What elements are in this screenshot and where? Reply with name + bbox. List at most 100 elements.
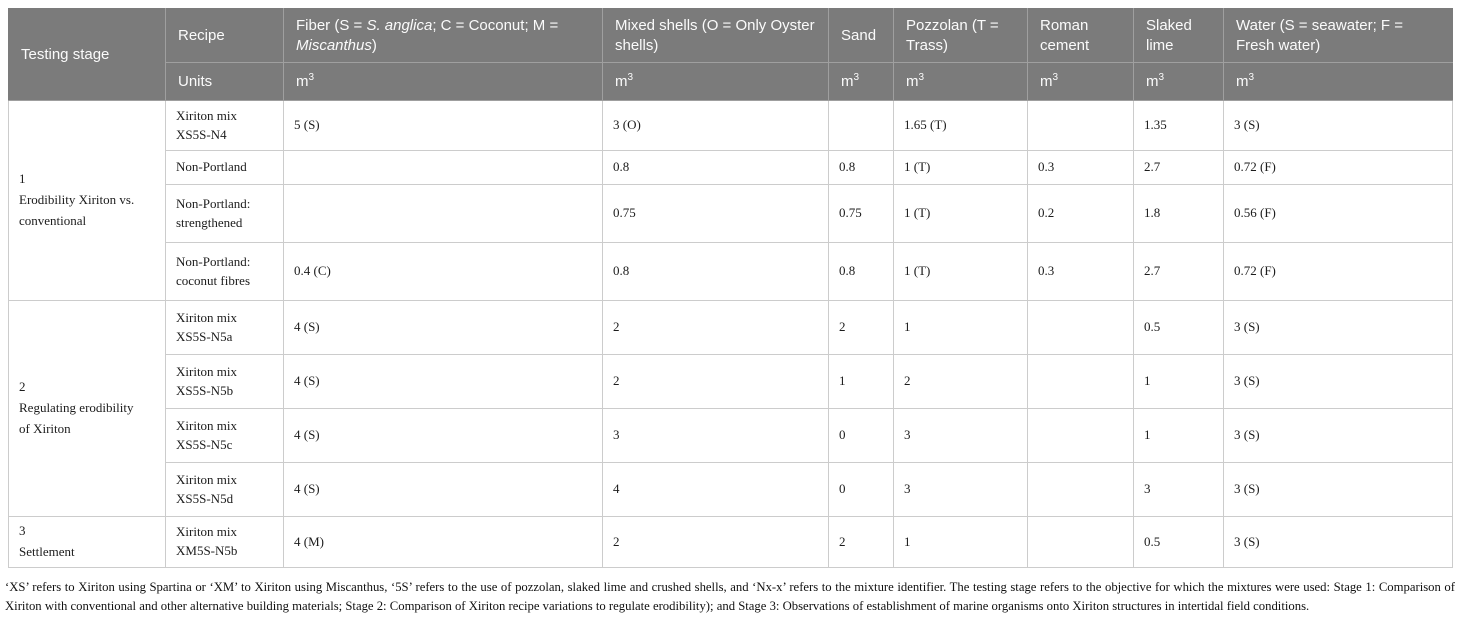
header-recipe: Recipe bbox=[165, 8, 284, 63]
cell-fiber: 0.4 (C) bbox=[283, 242, 603, 301]
cell-pozzolan: 1.65 (T) bbox=[893, 100, 1028, 151]
unit-sand: m3 bbox=[828, 62, 894, 101]
cell-mixed-shells: 2 bbox=[602, 354, 829, 409]
cell-testing-stage-3: 3 Settlement bbox=[8, 516, 166, 568]
header-roman-cement: Roman cement bbox=[1027, 8, 1134, 63]
cell-roman-cement bbox=[1027, 354, 1134, 409]
cell-water: 0.72 (F) bbox=[1223, 150, 1453, 185]
cell-fiber: 4 (S) bbox=[283, 300, 603, 355]
cell-slaked-lime: 0.5 bbox=[1133, 516, 1224, 568]
unit-symbol: m bbox=[841, 72, 854, 90]
cell-roman-cement bbox=[1027, 516, 1134, 568]
header-row-titles: Testing stage Recipe Fiber (S = S. angli… bbox=[8, 8, 1453, 101]
unit-mixed-shells: m3 bbox=[602, 62, 829, 101]
table-row: Xiriton mix XS5S-N5c 4 (S) 3 0 3 1 3 (S) bbox=[9, 408, 1453, 463]
cell-sand: 0.75 bbox=[828, 184, 894, 243]
cell-sand: 0.8 bbox=[828, 150, 894, 185]
cell-water: 3 (S) bbox=[1223, 516, 1453, 568]
table-row: Non-Portland: strengthened 0.75 0.75 1 (… bbox=[9, 184, 1453, 243]
unit-exponent: 3 bbox=[1158, 71, 1165, 83]
cell-pozzolan: 1 (T) bbox=[893, 184, 1028, 243]
cell-testing-stage-2: 2 Regulating erodibility of Xiriton bbox=[8, 300, 166, 517]
header-slaked-lime: Slaked lime bbox=[1133, 8, 1224, 63]
cell-slaked-lime: 0.5 bbox=[1133, 300, 1224, 355]
unit-symbol: m bbox=[615, 72, 628, 90]
cell-slaked-lime: 1.8 bbox=[1133, 184, 1224, 243]
unit-exponent: 3 bbox=[1052, 71, 1059, 83]
header-fiber-text: Fiber (S = bbox=[296, 16, 367, 34]
cell-recipe: Non-Portland bbox=[165, 150, 284, 185]
recipe-mixtures-table: Testing stage Recipe Fiber (S = S. angli… bbox=[8, 8, 1453, 568]
table-row: 2 Regulating erodibility of Xiriton Xiri… bbox=[8, 300, 1453, 517]
unit-fiber: m3 bbox=[283, 62, 603, 101]
cell-roman-cement bbox=[1027, 300, 1134, 355]
unit-symbol: m bbox=[1040, 72, 1053, 90]
unit-exponent: 3 bbox=[308, 71, 315, 83]
unit-exponent: 3 bbox=[918, 71, 925, 83]
table-header: Testing stage Recipe Fiber (S = S. angli… bbox=[8, 8, 1453, 101]
cell-slaked-lime: 1 bbox=[1133, 354, 1224, 409]
cell-mixed-shells: 3 (O) bbox=[602, 100, 829, 151]
cell-slaked-lime: 2.7 bbox=[1133, 242, 1224, 301]
header-sand: Sand bbox=[828, 8, 894, 63]
cell-mixed-shells: 2 bbox=[602, 516, 829, 568]
cell-water: 3 (S) bbox=[1223, 354, 1453, 409]
cell-fiber: 4 (S) bbox=[283, 462, 603, 517]
cell-water: 3 (S) bbox=[1223, 408, 1453, 463]
cell-pozzolan: 1 (T) bbox=[893, 150, 1028, 185]
cell-slaked-lime: 3 bbox=[1133, 462, 1224, 517]
table-body: 1 Erodibility Xiriton vs. conventional X… bbox=[8, 100, 1453, 568]
header-fiber-text-end: ) bbox=[371, 36, 377, 54]
cell-recipe: Xiriton mix XM5S-N5b bbox=[165, 516, 284, 568]
cell-roman-cement bbox=[1027, 462, 1134, 517]
cell-recipe: Xiriton mix XS5S-N5a bbox=[165, 300, 284, 355]
cell-recipe: Non-Portland: strengthened bbox=[165, 184, 284, 243]
cell-sand bbox=[828, 100, 894, 151]
header-fiber: Fiber (S = S. anglica; C = Coconut; M = … bbox=[283, 8, 603, 63]
cell-water: 3 (S) bbox=[1223, 300, 1453, 355]
units-label: Units bbox=[165, 62, 284, 101]
cell-recipe: Xiriton mix XS5S-N5b bbox=[165, 354, 284, 409]
cell-pozzolan: 3 bbox=[893, 462, 1028, 517]
unit-exponent: 3 bbox=[627, 71, 634, 83]
cell-recipe: Non-Portland: coconut fibres bbox=[165, 242, 284, 301]
cell-fiber bbox=[283, 184, 603, 243]
cell-fiber: 4 (S) bbox=[283, 408, 603, 463]
cell-mixed-shells: 0.75 bbox=[602, 184, 829, 243]
cell-water: 3 (S) bbox=[1223, 100, 1453, 151]
table-row: Xiriton mix XS5S-N5d 4 (S) 4 0 3 3 3 (S) bbox=[9, 462, 1453, 517]
header-mixed-shells: Mixed shells (O = Only Oyster shells) bbox=[602, 8, 829, 63]
cell-water: 3 (S) bbox=[1223, 462, 1453, 517]
cell-pozzolan: 1 bbox=[893, 516, 1028, 568]
header-pozzolan: Pozzolan (T = Trass) bbox=[893, 8, 1028, 63]
header-water: Water (S = seawater; F = Fresh water) bbox=[1223, 8, 1453, 63]
cell-water: 0.56 (F) bbox=[1223, 184, 1453, 243]
cell-fiber: 5 (S) bbox=[283, 100, 603, 151]
cell-mixed-shells: 0.8 bbox=[602, 150, 829, 185]
cell-roman-cement: 0.3 bbox=[1027, 242, 1134, 301]
cell-sand: 1 bbox=[828, 354, 894, 409]
cell-sand: 0 bbox=[828, 462, 894, 517]
header-fiber-species-1: S. anglica bbox=[366, 16, 433, 34]
unit-symbol: m bbox=[1146, 72, 1159, 90]
header-fiber-species-2: Miscanthus bbox=[296, 36, 372, 54]
unit-symbol: m bbox=[296, 72, 309, 90]
cell-roman-cement: 0.3 bbox=[1027, 150, 1134, 185]
unit-symbol: m bbox=[906, 72, 919, 90]
table-row: 1 Erodibility Xiriton vs. conventional X… bbox=[8, 100, 1453, 301]
cell-roman-cement bbox=[1027, 100, 1134, 151]
table-row: 3 Settlement Xiriton mix XM5S-N5b 4 (M) … bbox=[8, 516, 1453, 568]
cell-roman-cement bbox=[1027, 408, 1134, 463]
table-row: Non-Portland: coconut fibres 0.4 (C) 0.8… bbox=[9, 242, 1453, 301]
header-testing-stage: Testing stage bbox=[8, 8, 166, 101]
cell-pozzolan: 2 bbox=[893, 354, 1028, 409]
unit-roman-cement: m3 bbox=[1027, 62, 1134, 101]
cell-pozzolan: 1 (T) bbox=[893, 242, 1028, 301]
cell-recipe: Xiriton mix XS5S-N5c bbox=[165, 408, 284, 463]
cell-water: 0.72 (F) bbox=[1223, 242, 1453, 301]
table-row: Xiriton mix XS5S-N5b 4 (S) 2 1 2 1 3 (S) bbox=[9, 354, 1453, 409]
cell-mixed-shells: 0.8 bbox=[602, 242, 829, 301]
cell-slaked-lime: 1.35 bbox=[1133, 100, 1224, 151]
cell-sand: 2 bbox=[828, 516, 894, 568]
table-footnote: ‘XS’ refers to Xiriton using Spartina or… bbox=[5, 580, 1455, 614]
